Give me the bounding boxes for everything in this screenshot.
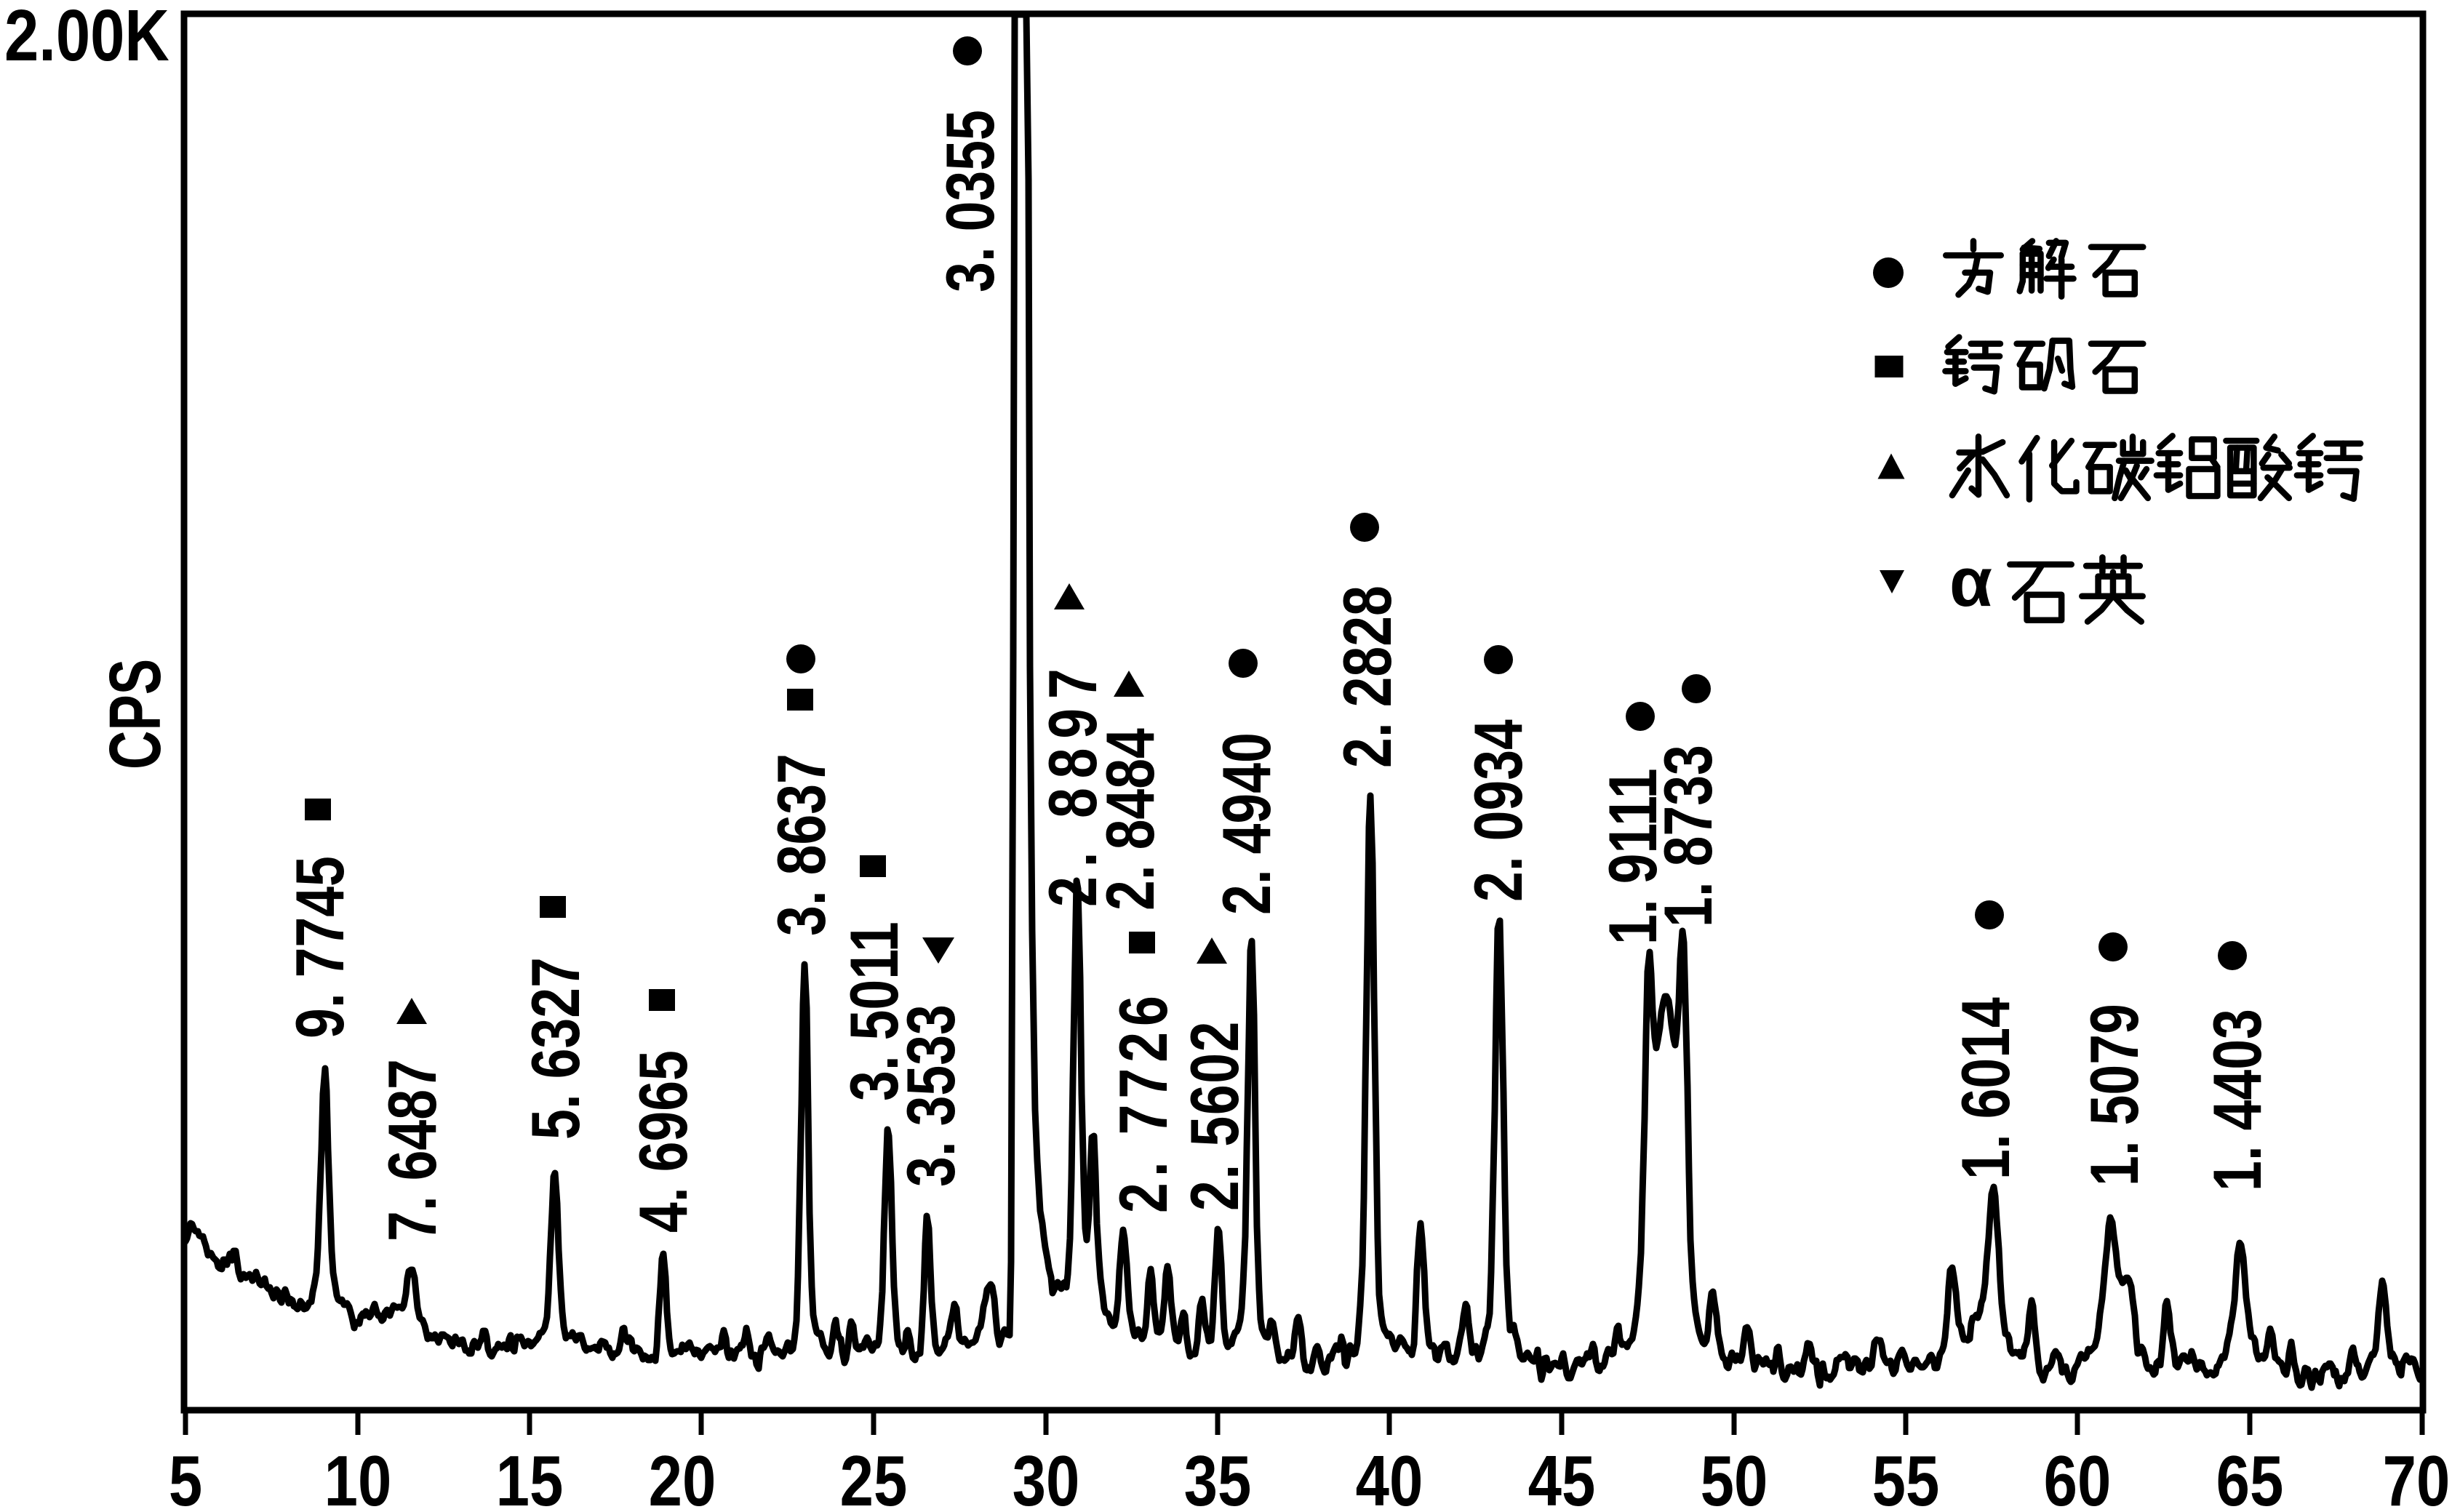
svg-text:2. 2828: 2. 2828: [1330, 585, 1406, 768]
svg-text:3. 5011: 3. 5011: [836, 921, 913, 1101]
svg-text:5: 5: [169, 1442, 202, 1508]
svg-text:5. 6327: 5. 6327: [518, 957, 594, 1140]
svg-text:2. 8484: 2. 8484: [1093, 728, 1169, 911]
svg-text:4. 6965: 4. 6965: [626, 1050, 702, 1233]
svg-text:1. 8733: 1. 8733: [1650, 745, 1727, 927]
svg-text:2. 5602: 2. 5602: [1177, 1020, 1253, 1211]
svg-text:3. 3533: 3. 3533: [893, 1004, 970, 1187]
svg-text:60: 60: [2044, 1442, 2112, 1508]
svg-text:65: 65: [2216, 1442, 2284, 1508]
svg-text:3. 8637: 3. 8637: [764, 753, 840, 936]
svg-text:2. 0934: 2. 0934: [1461, 719, 1537, 902]
svg-text:40: 40: [1356, 1442, 1423, 1508]
svg-text:2. 4940: 2. 4940: [1209, 732, 1285, 915]
svg-text:50: 50: [1701, 1442, 1768, 1508]
svg-text:20: 20: [649, 1442, 716, 1508]
svg-text:CPS: CPS: [94, 659, 176, 769]
svg-text:30: 30: [1013, 1442, 1080, 1508]
svg-text:1. 6014: 1. 6014: [1948, 997, 2024, 1180]
svg-text:9. 7745: 9. 7745: [282, 856, 359, 1039]
svg-text:15: 15: [496, 1442, 564, 1508]
svg-text:25: 25: [840, 1442, 908, 1508]
svg-text:2. 8897: 2. 8897: [1035, 660, 1111, 907]
svg-text:1. 4403: 1. 4403: [2200, 1009, 2276, 1191]
svg-text:3. 0355: 3. 0355: [933, 110, 1009, 292]
svg-text:1. 9111: 1. 9111: [1595, 768, 1672, 945]
svg-text:10: 10: [324, 1442, 392, 1508]
svg-text:7. 6487: 7. 6487: [375, 1059, 451, 1241]
svg-text:35: 35: [1184, 1442, 1252, 1508]
svg-text:70: 70: [2383, 1442, 2451, 1508]
svg-text:45: 45: [1528, 1442, 1596, 1508]
svg-text:2.00K: 2.00K: [4, 0, 169, 76]
svg-text:1. 5079: 1. 5079: [2077, 1004, 2153, 1186]
svg-text:2. 7726: 2. 7726: [1106, 990, 1182, 1213]
svg-text:55: 55: [1872, 1442, 1940, 1508]
svg-text:α: α: [1949, 543, 1992, 621]
